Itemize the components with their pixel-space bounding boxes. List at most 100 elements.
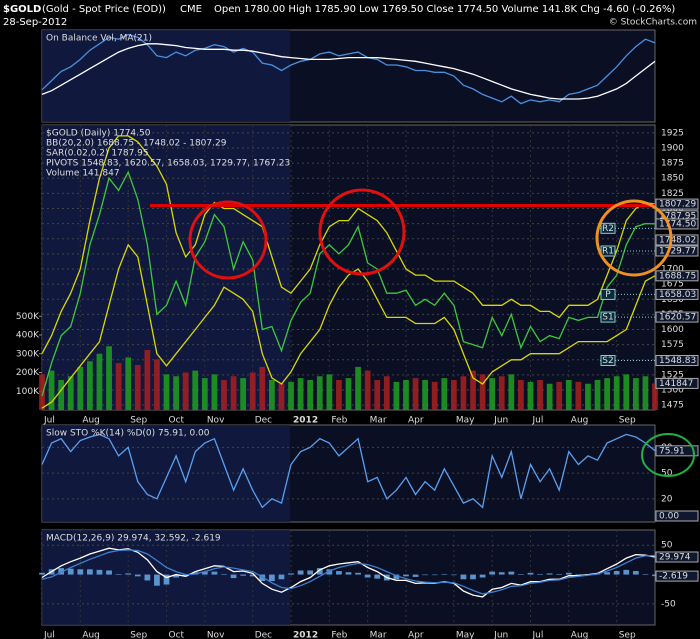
y-tick-label: 20 (661, 494, 673, 504)
x-tick-label: Aug (571, 631, 589, 639)
x-tick-label: Aug (82, 416, 100, 426)
x-tick-label: Oct (169, 416, 185, 426)
bar (230, 574, 237, 579)
panel-title: MACD(12,26,9) 29.974, 32.592, -2.619 (46, 534, 221, 544)
x-tick-label: Nov (207, 631, 225, 639)
value-tag (655, 245, 699, 257)
x-tick-label: May (456, 416, 475, 426)
instrument-name: (Gold - Spot Price (EOD)) (42, 4, 166, 15)
value-tag (655, 510, 699, 522)
bar (125, 573, 132, 575)
x-tick-label: Jul (531, 631, 543, 639)
bar (278, 574, 285, 580)
bar (182, 372, 189, 410)
y-tick-label: 1875 (661, 159, 684, 169)
bar (422, 380, 428, 410)
value-tag (655, 377, 699, 389)
bar (307, 570, 314, 575)
bar (211, 571, 218, 575)
bar (470, 574, 476, 580)
bar (345, 378, 352, 410)
y-tick-label: 1700 (661, 265, 684, 275)
bar (240, 378, 247, 410)
bar (297, 570, 304, 575)
symbol: $GOLD (3, 4, 41, 15)
bar (412, 574, 419, 577)
series-line (41, 170, 656, 397)
y2-tick-label: 100K (16, 387, 40, 397)
value-tag (655, 218, 699, 230)
legend-entry: SAR(0.02,0.2) 1787.95 (46, 149, 149, 159)
bar (575, 573, 582, 575)
bar (173, 376, 179, 410)
value-tag-label: 141847 (659, 379, 693, 389)
bar (87, 569, 93, 575)
bar (163, 574, 170, 585)
bar (67, 568, 74, 575)
value-tag (655, 234, 699, 246)
x-tick-label: May (456, 631, 475, 639)
x-tick-label: Jul (43, 631, 55, 639)
bar (211, 374, 218, 410)
bar (412, 378, 419, 410)
bar (96, 353, 103, 410)
bar (221, 380, 227, 410)
bar (39, 374, 45, 410)
legend-entry: BB(20,2.0) 1688.75 - 1748.02 - 1807.29 (46, 139, 227, 149)
x-tick-label: Feb (331, 631, 347, 639)
pivot-label: S2 (602, 356, 613, 366)
bar (527, 572, 534, 575)
bar (498, 572, 505, 575)
x-tick-label: 2012 (293, 631, 318, 639)
x-tick-label: Jul (43, 416, 55, 426)
y-tick-label: 1825 (661, 189, 684, 199)
bar (154, 574, 160, 586)
bar (460, 376, 467, 410)
bar (652, 574, 658, 577)
bar (537, 573, 543, 575)
bar (336, 571, 342, 575)
bar (642, 376, 649, 410)
quote: Open 1780.00 High 1785.90 Low 1769.50 Cl… (214, 4, 675, 15)
legend-entry: Volume 141,847 (46, 169, 120, 179)
value-tag-label: 1620.57 (659, 313, 696, 323)
pivot-box (600, 354, 616, 366)
x-tick-label: Mar (370, 416, 387, 426)
x-tick-label: Sep (130, 631, 147, 639)
series-line (41, 243, 656, 409)
bar (288, 573, 294, 575)
bar (201, 378, 208, 410)
x-tick-label: Sep (130, 416, 147, 426)
bar (336, 380, 342, 410)
bar (249, 574, 256, 577)
value-tag-label: 1688.75 (659, 271, 696, 281)
bar (221, 573, 227, 575)
bar (230, 376, 237, 410)
series-line (41, 549, 656, 595)
series-line (41, 33, 656, 105)
exchange: CME (180, 4, 202, 15)
y-tick-label: 50 (661, 469, 673, 479)
series-line (41, 547, 656, 598)
bar (594, 380, 601, 410)
bar (269, 380, 275, 410)
credit: © StockCharts.com (609, 18, 697, 28)
bar (441, 378, 448, 410)
bar (240, 574, 247, 576)
bar (632, 378, 639, 410)
bar (489, 571, 496, 575)
bar (163, 374, 170, 410)
bar (144, 350, 151, 410)
pivot-box (600, 288, 616, 300)
pivot-box (600, 222, 616, 234)
x-tick-label: Nov (207, 416, 225, 426)
pivot-label: S1 (602, 313, 613, 323)
value-tag (655, 198, 699, 210)
x-tick-label: Apr (408, 631, 424, 639)
pivot-box (600, 245, 616, 257)
date: 28-Sep-2012 (3, 17, 67, 28)
bar (106, 570, 112, 575)
pivot-label: R2 (602, 224, 614, 234)
bar (278, 383, 285, 410)
pivot-box (600, 311, 616, 323)
